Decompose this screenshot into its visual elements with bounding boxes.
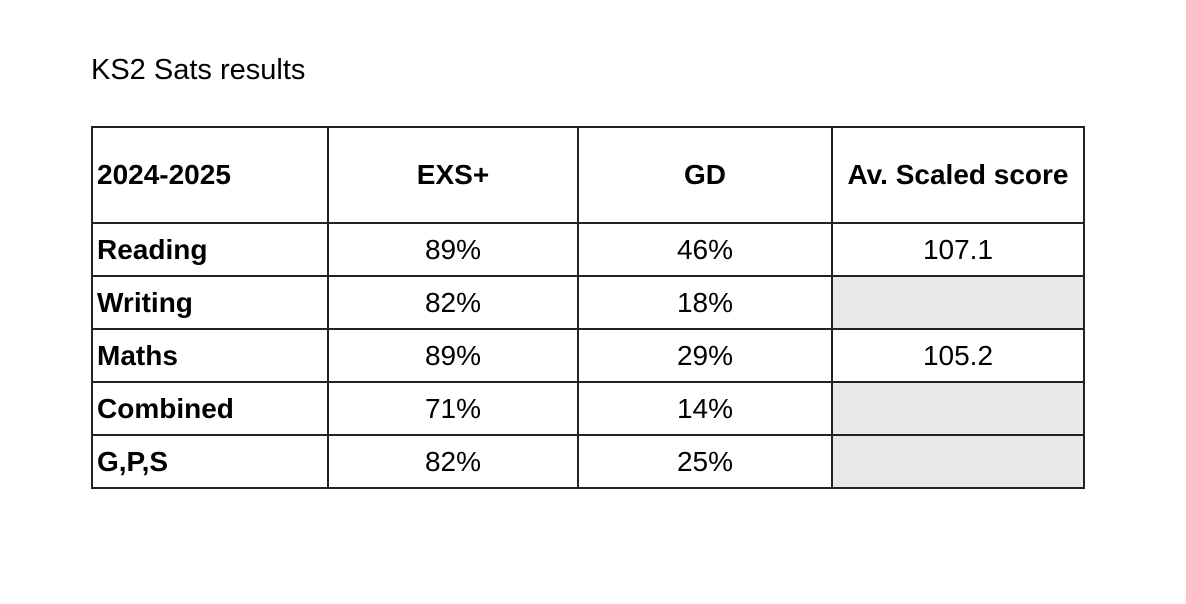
row-label: Reading <box>91 222 329 277</box>
table-row: Writing 82% 18% <box>91 275 1085 330</box>
row-label: Writing <box>91 275 329 330</box>
table-cell: 71% <box>327 381 579 436</box>
table-cell: 14% <box>577 381 833 436</box>
table-row: Combined 71% 14% <box>91 381 1085 436</box>
table-cell: 107.1 <box>831 222 1085 277</box>
title: KS2 Sats results <box>91 54 306 86</box>
row-label: Combined <box>91 381 329 436</box>
empty-cell <box>831 275 1085 330</box>
table-cell: 29% <box>577 328 833 383</box>
row-label: G,P,S <box>91 434 329 489</box>
table-row: G,P,S 82% 25% <box>91 434 1085 489</box>
table-cell: 46% <box>577 222 833 277</box>
header-cell: 2024-2025 <box>91 126 329 224</box>
table-row: Reading 89% 46% 107.1 <box>91 222 1085 277</box>
table-body: Reading 89% 46% 107.1 Writing 82% 18% Maths 89% 2… <box>91 222 1085 489</box>
header-row: 2024-2025 EXS+ GD Av. Scaled score <box>91 126 1085 224</box>
table-row: Maths 89% 29% 105.2 <box>91 328 1085 383</box>
results-table: 2024-2025 EXS+ GD Av. Scaled score Reading 8… <box>91 126 1085 489</box>
empty-cell <box>831 434 1085 489</box>
table-cell: 82% <box>327 275 579 330</box>
table-cell: 105.2 <box>831 328 1085 383</box>
empty-cell <box>831 381 1085 436</box>
header-cell: EXS+ <box>327 126 579 224</box>
table-cell: 18% <box>577 275 833 330</box>
header-cell: GD <box>577 126 833 224</box>
table-cell: 89% <box>327 328 579 383</box>
table-cell: 89% <box>327 222 579 277</box>
row-label: Maths <box>91 328 329 383</box>
header-cell: Av. Scaled score <box>831 126 1085 224</box>
table-cell: 25% <box>577 434 833 489</box>
table-cell: 82% <box>327 434 579 489</box>
